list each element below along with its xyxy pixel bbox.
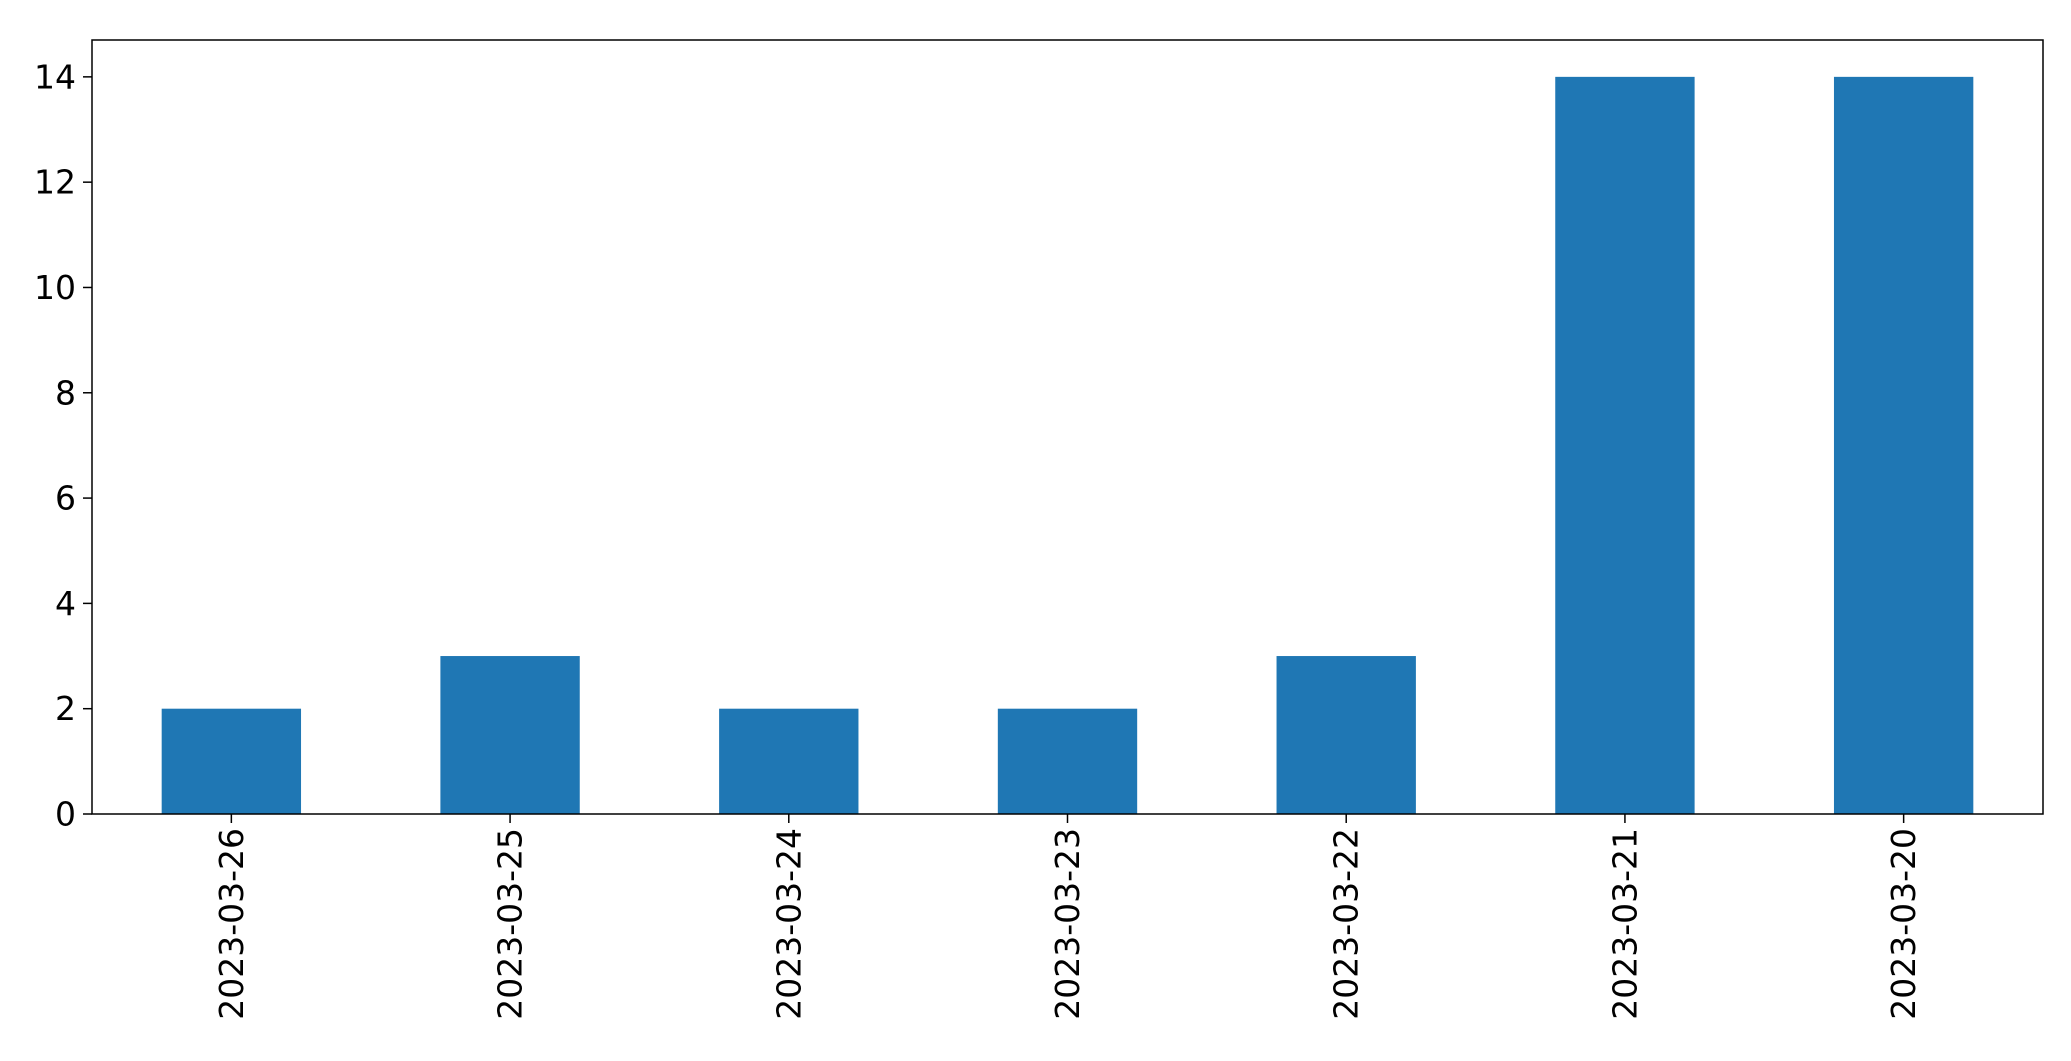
bar-2023-03-21	[1555, 76, 1695, 815]
x-tick-label: 2023-03-20	[1884, 828, 1923, 1020]
bar-2023-03-23	[997, 708, 1138, 814]
x-tick-label: 2023-03-23	[1048, 828, 1087, 1020]
x-tick-label: 2023-03-24	[769, 828, 808, 1020]
y-tick-label: 10	[34, 268, 76, 307]
x-tick-label: 2023-03-21	[1605, 828, 1644, 1020]
y-tick-label: 14	[34, 57, 76, 96]
x-tick-label: 2023-03-22	[1327, 828, 1366, 1020]
y-tick-label: 0	[55, 795, 76, 834]
bar-2023-03-26	[161, 708, 302, 814]
x-tick-label: 2023-03-25	[491, 828, 530, 1020]
y-tick-label: 2	[55, 689, 76, 728]
y-tick-label: 6	[55, 479, 76, 518]
bar-2023-03-25	[440, 656, 580, 814]
bar-2023-03-22	[1276, 656, 1416, 814]
x-tick-label: 2023-03-26	[212, 828, 251, 1020]
y-tick-label: 4	[55, 584, 76, 623]
x-axis-ticks: 2023-03-26 2023-03-25 2023-03-24 2023-03-23…	[212, 814, 1923, 1020]
y-axis-ticks: 0 2 4 6 8 10 12 14	[34, 57, 92, 834]
bar-2023-03-20	[1833, 76, 1974, 815]
y-tick-label: 12	[34, 163, 76, 202]
y-tick-label: 8	[55, 373, 76, 412]
bars-group	[161, 76, 1974, 815]
plot-area-frame	[91, 39, 2044, 815]
bar-2023-03-24	[719, 708, 859, 814]
